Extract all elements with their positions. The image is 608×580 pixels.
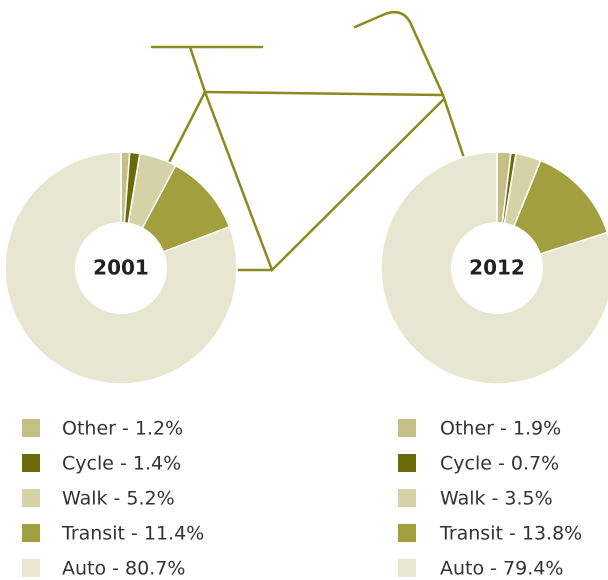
- legend-label: Other - 1.2%: [62, 418, 183, 440]
- legend-swatch: [22, 559, 40, 577]
- legend-label: Walk - 3.5%: [440, 488, 553, 510]
- legend-swatch: [398, 559, 416, 577]
- chart: Other - 1.2% Cycle - 1.4% Walk - 5.2% Trans…: [0, 0, 608, 580]
- legend-swatch: [22, 489, 40, 507]
- legend-swatch: [398, 489, 416, 507]
- legend-swatch: [398, 524, 416, 542]
- legend-swatch: [22, 454, 40, 472]
- legend-label: Transit - 11.4%: [61, 523, 204, 545]
- legend-label: Walk - 5.2%: [62, 488, 175, 510]
- legend-label: Cycle - 1.4%: [62, 453, 181, 475]
- legend-label: Auto - 80.7%: [62, 558, 185, 580]
- legend-label: Cycle - 0.7%: [440, 453, 559, 475]
- legend-swatch: [398, 454, 416, 472]
- legend-label: Auto - 79.4%: [440, 558, 563, 580]
- legend-swatch: [22, 524, 40, 542]
- center-label: 2001: [93, 256, 149, 280]
- legend-label: Transit - 13.8%: [439, 523, 582, 545]
- legend-swatch: [398, 419, 416, 437]
- legend-swatch: [22, 419, 40, 437]
- legend-label: Other - 1.9%: [440, 418, 561, 440]
- center-label: 2012: [469, 256, 525, 280]
